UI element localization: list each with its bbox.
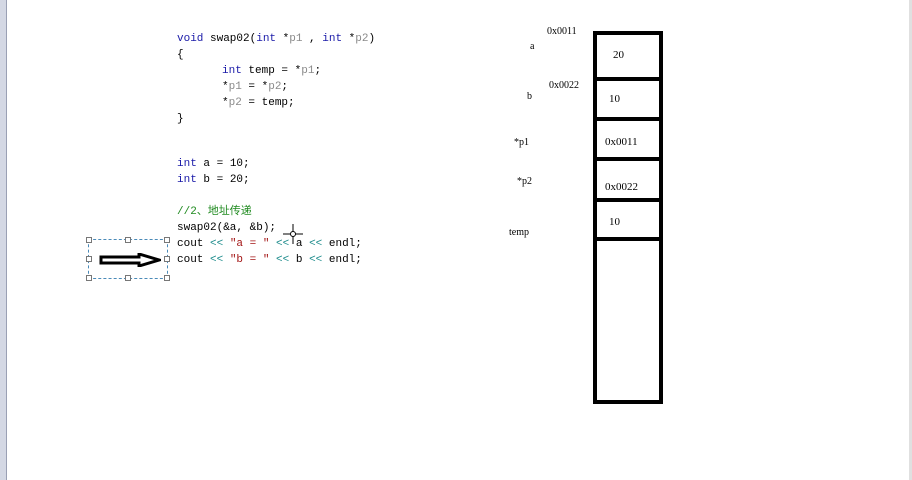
code-token: ; [314,65,322,77]
resize-handle[interactable] [125,275,131,281]
cell-value: 20 [613,49,624,61]
resize-handle[interactable] [164,275,170,281]
resize-handle[interactable] [86,256,92,262]
code-token: p1 [289,33,303,45]
variable-label: *p2 [517,176,532,187]
code-token: = * [241,81,269,93]
code-token: int [256,33,277,45]
memory-cell: 20 [597,35,659,81]
code-token: b [289,254,310,266]
cell-value: 10 [609,216,620,228]
code-line: int a = 10; [177,156,250,172]
code-token: << [210,238,224,250]
code-token: swap02( [203,33,257,45]
code-line: swap02(&a, &b); [177,222,277,234]
code-token: ) [368,33,376,45]
code-token: << [309,254,323,266]
code-line: } [177,113,184,125]
cell-value: 10 [609,93,620,105]
variable-label: *p1 [514,137,529,148]
code-line: int b = 20; [177,172,250,188]
code-token: cout [177,238,211,250]
code-token: p1 [228,81,242,93]
memory-cell [597,241,659,400]
code-line: *p1 = *p2; [222,79,288,95]
code-token: , [302,33,323,45]
selected-arrow-shape[interactable] [86,237,170,281]
resize-handle[interactable] [164,256,170,262]
code-token: << [276,254,290,266]
code-token: * [276,33,290,45]
code-token: int [177,158,197,170]
code-token: a = 10; [196,158,250,170]
code-line: *p2 = temp; [222,95,295,111]
code-token: ; [281,81,289,93]
code-token: * [342,33,356,45]
resize-handle[interactable] [86,237,92,243]
code-token: endl; [322,254,362,266]
code-line: cout << "a = " << a << endl; [177,236,362,252]
code-token: a [289,238,310,250]
right-window-border [909,0,912,480]
resize-handle[interactable] [125,237,131,243]
move-cursor-icon [283,224,303,244]
code-line: int temp = *p1; [222,63,321,79]
code-token: p1 [301,65,315,77]
code-token: b = 20; [196,174,250,186]
resize-handle[interactable] [86,275,92,281]
code-line: void swap02(int *p1 , int *p2) [177,31,375,47]
code-token: p2 [228,97,242,109]
code-token: "b = " [229,254,270,266]
code-token: p2 [355,33,369,45]
code-line: //2、地址传递 [177,206,252,218]
variable-label: temp [509,227,529,238]
memory-cell: 0x0022 [597,161,659,202]
code-token: int [222,65,242,77]
memory-cell: 0x0011 [597,121,659,161]
code-token: << [210,254,224,266]
left-window-border [0,0,7,480]
code-token [223,238,230,250]
code-token: int [177,174,197,186]
code-token: * [222,81,229,93]
code-token: void [177,33,204,45]
code-token: "a = " [229,238,270,250]
code-token: * [222,97,229,109]
code-token: cout [177,254,211,266]
memory-cell: 10 [597,81,659,121]
code-token: = temp; [241,97,295,109]
code-token: p2 [268,81,282,93]
address-a: 0x0011 [547,26,577,37]
cell-value: 0x0011 [605,136,638,148]
resize-handle[interactable] [164,237,170,243]
code-token: endl; [322,238,362,250]
variable-label: b [527,91,532,102]
cell-value: 0x0022 [605,181,638,193]
memory-diagram: 20 10 0x0011 0x0022 10 [593,31,663,404]
code-token: int [322,33,343,45]
code-token [223,254,230,266]
code-token: << [276,238,290,250]
variable-label: a [530,41,535,52]
right-arrow-icon [99,253,161,267]
address-b: 0x0022 [549,80,579,91]
memory-cell: 10 [597,202,659,241]
code-line: cout << "b = " << b << endl; [177,252,362,268]
code-line: { [177,49,184,61]
code-token: << [309,238,323,250]
code-token: temp = * [241,65,302,77]
